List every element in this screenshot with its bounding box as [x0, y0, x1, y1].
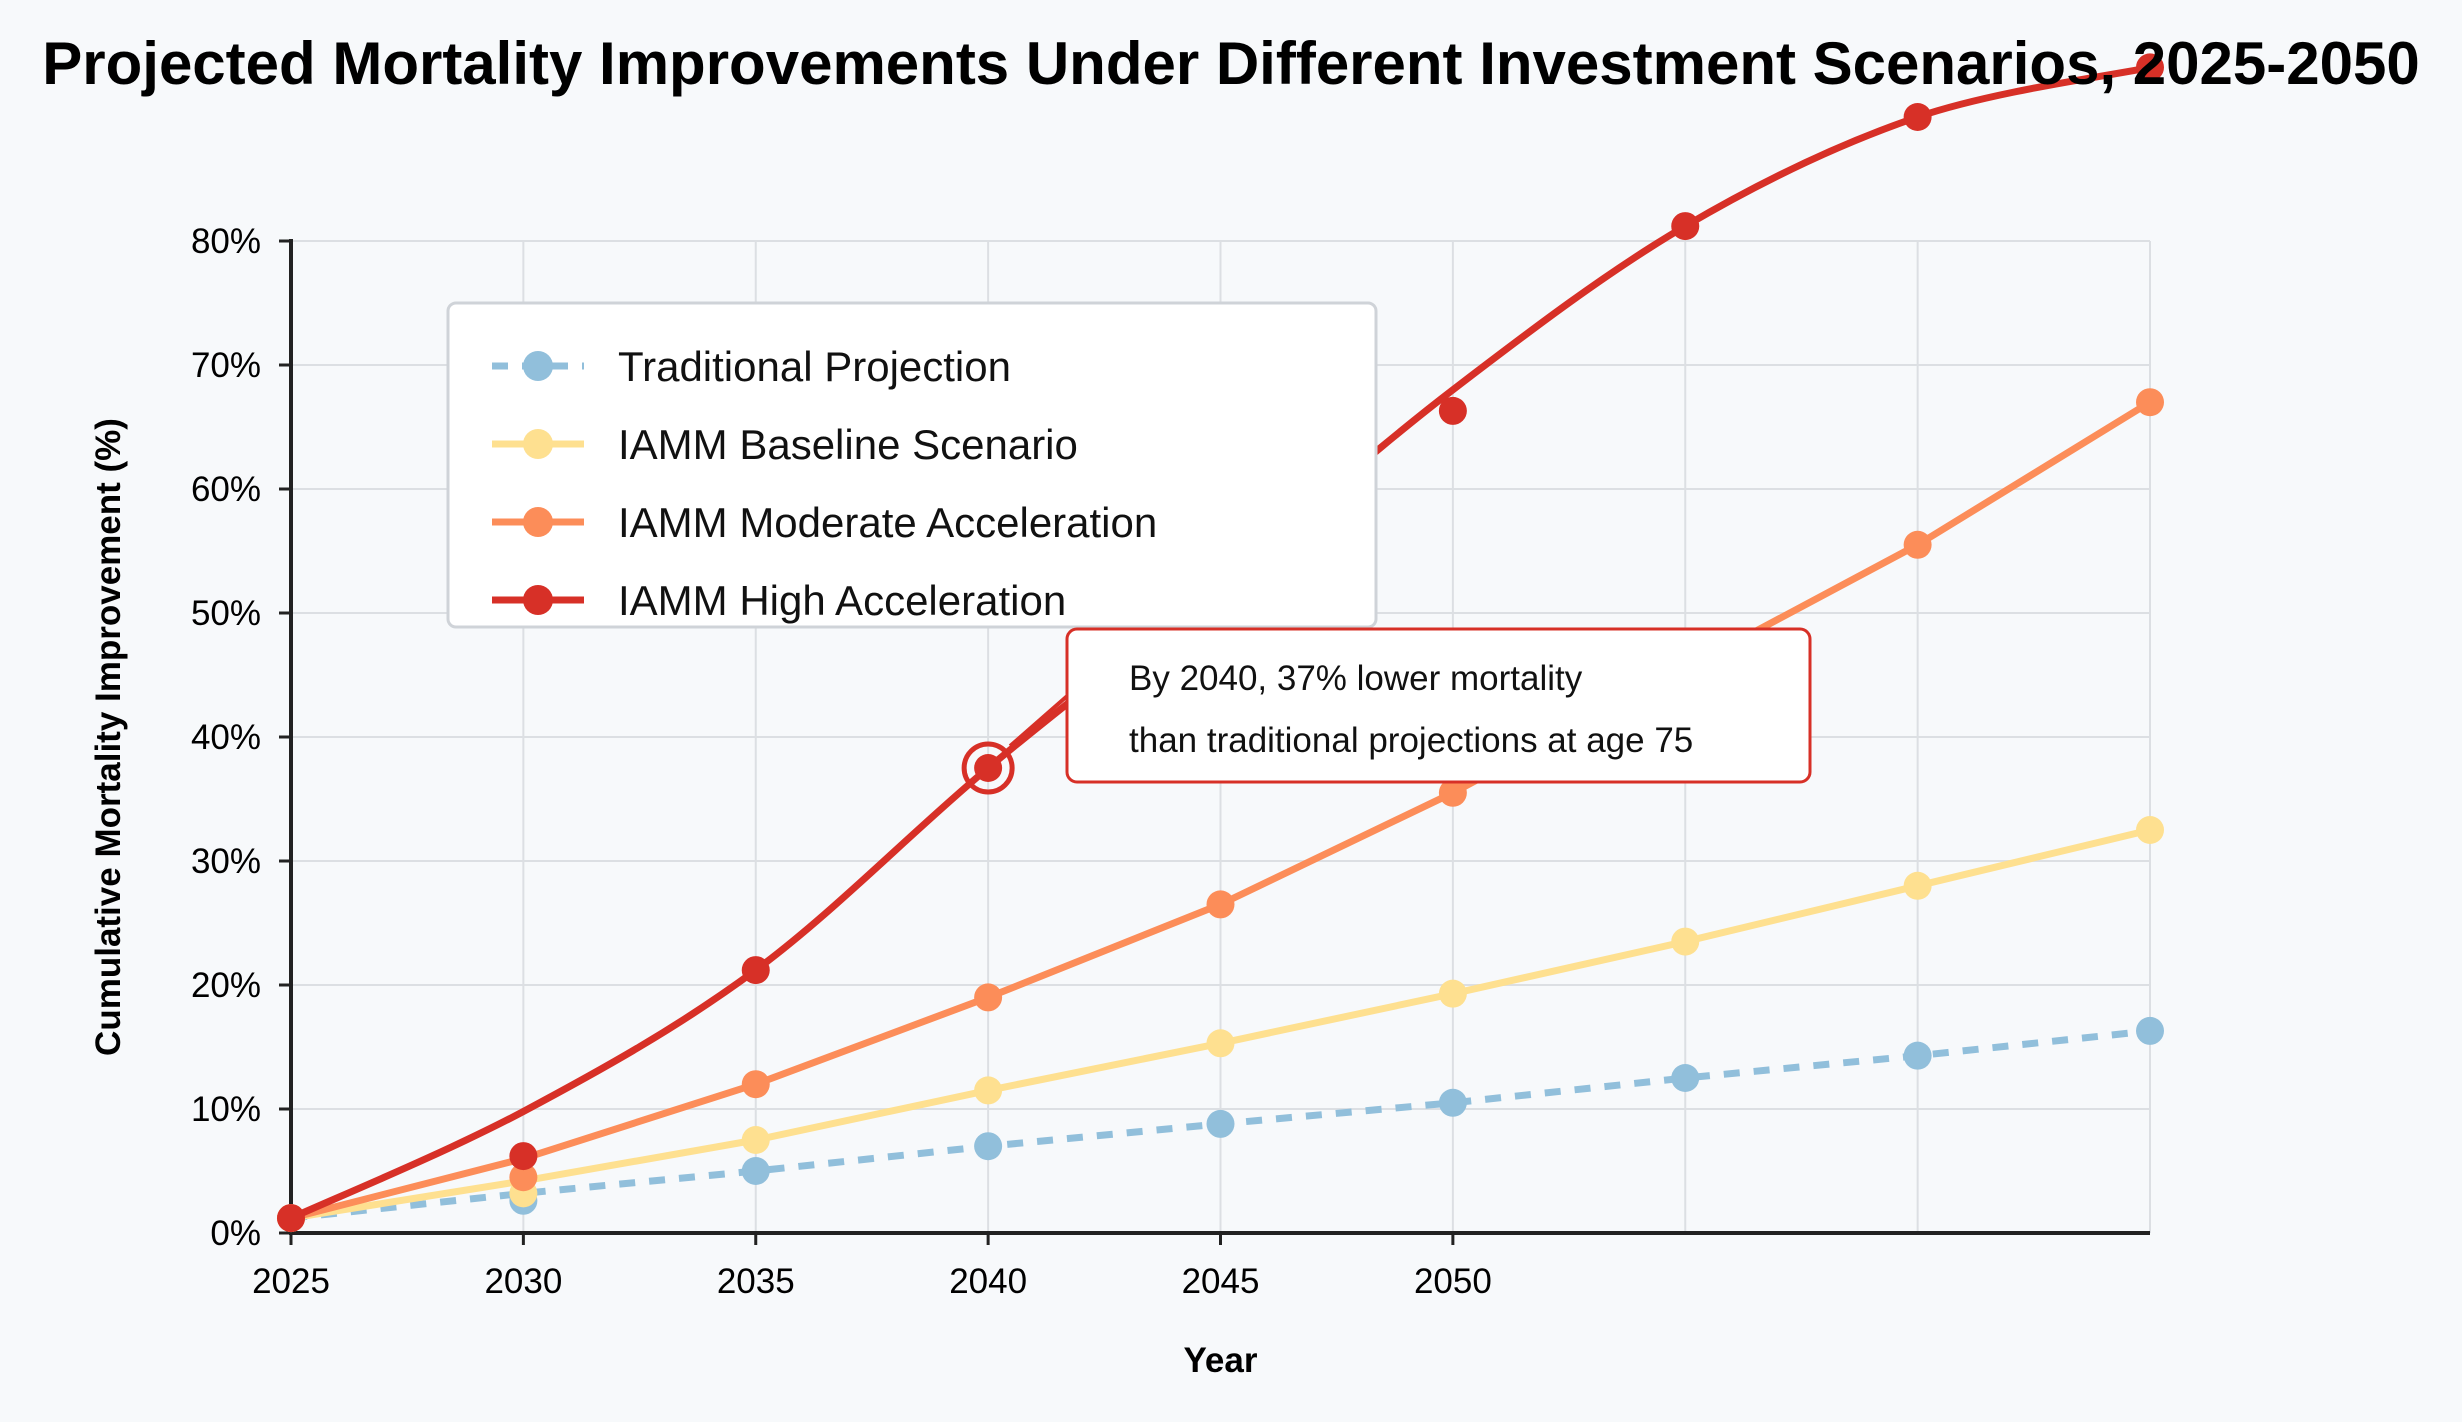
data-point [2136, 53, 2164, 82]
y-tick-label: 60% [191, 470, 261, 509]
legend-item: Traditional Projection [492, 343, 1011, 390]
data-point [2136, 1016, 2164, 1045]
y-tick-label: 30% [191, 842, 261, 881]
data-point [1438, 1088, 1467, 1117]
x-tick-label: 2050 [1414, 1262, 1492, 1301]
data-point [2136, 816, 2164, 844]
x-axis-label: Year [1184, 1341, 1258, 1380]
y-tick-label: 0% [210, 1214, 261, 1253]
legend-box [446, 301, 1378, 629]
y-tick-label: 50% [191, 594, 261, 633]
data-point [741, 956, 770, 985]
x-tick-label: 2025 [252, 1262, 330, 1301]
annotation-text-line: than traditional projections at age 75 [1129, 721, 1693, 760]
data-point [1206, 1029, 1235, 1058]
data-point [974, 754, 1003, 782]
annotation-highlight-ring [961, 741, 1015, 795]
data-point [1671, 1064, 1700, 1092]
data-point [1671, 927, 1700, 956]
data-point [974, 983, 1003, 1012]
data-point [1903, 1041, 1932, 1070]
legend: Traditional Projection IAMM Baseline Scen… [446, 301, 1378, 629]
y-tick-label: 10% [191, 1090, 261, 1129]
data-point [741, 1126, 770, 1154]
data-point [509, 1163, 538, 1192]
data-point [1206, 1109, 1235, 1138]
y-axis-label: Cumulative Mortality Improvement (%) [89, 418, 128, 1056]
x-tick-label: 2035 [717, 1262, 795, 1301]
data-point [741, 1070, 770, 1099]
annotation: By 2040, 37% lower mortality than traditi… [961, 627, 1812, 795]
legend-label: IAMM High Acceleration [618, 577, 1066, 624]
annotation-text-line: By 2040, 37% lower mortality [1129, 659, 1583, 698]
data-point [2136, 388, 2164, 417]
data-point [1903, 530, 1932, 559]
legend-item: IAMM Baseline Scenario [492, 421, 1078, 468]
legend-label: IAMM Baseline Scenario [618, 421, 1078, 468]
y-tick-label: 20% [191, 966, 261, 1005]
y-tick-label: 80% [191, 222, 261, 261]
legend-label: Traditional Projection [618, 343, 1011, 390]
data-point [1438, 778, 1467, 807]
legend-label: IAMM Moderate Acceleration [618, 499, 1157, 546]
legend-swatch-marker [523, 351, 553, 381]
y-tick-label: 40% [191, 718, 261, 757]
data-point [1903, 103, 1932, 131]
data-point [741, 1157, 770, 1185]
series-1 [277, 1016, 2164, 1233]
data-point [974, 1132, 1003, 1161]
legend-item: IAMM Moderate Acceleration [492, 499, 1157, 546]
data-point [1671, 212, 1700, 241]
data-point [974, 1076, 1003, 1105]
data-point [1903, 871, 1932, 900]
legend-swatch-marker [523, 507, 553, 537]
legend-item: IAMM High Acceleration [492, 577, 1066, 624]
x-tick-label: 2030 [484, 1262, 562, 1301]
annotation-box [1065, 627, 1812, 784]
data-point [1206, 890, 1235, 919]
tick-labels: 0% 10% 20% 30% 40% 50% 60% 70% 80% 2025 2030 2035 20… [191, 222, 1492, 1301]
legend-swatch-marker [523, 585, 553, 615]
y-tick-label: 70% [191, 346, 261, 385]
legend-swatch-marker [523, 429, 553, 459]
data-point [509, 1142, 538, 1171]
data-point [1438, 396, 1467, 425]
data-point [1438, 979, 1467, 1008]
x-tick-label: 2040 [949, 1262, 1027, 1301]
data-point [277, 1204, 305, 1233]
x-tick-label: 2045 [1182, 1262, 1260, 1301]
chart-title: Projected Mortality Improvements Under D… [42, 30, 2419, 97]
